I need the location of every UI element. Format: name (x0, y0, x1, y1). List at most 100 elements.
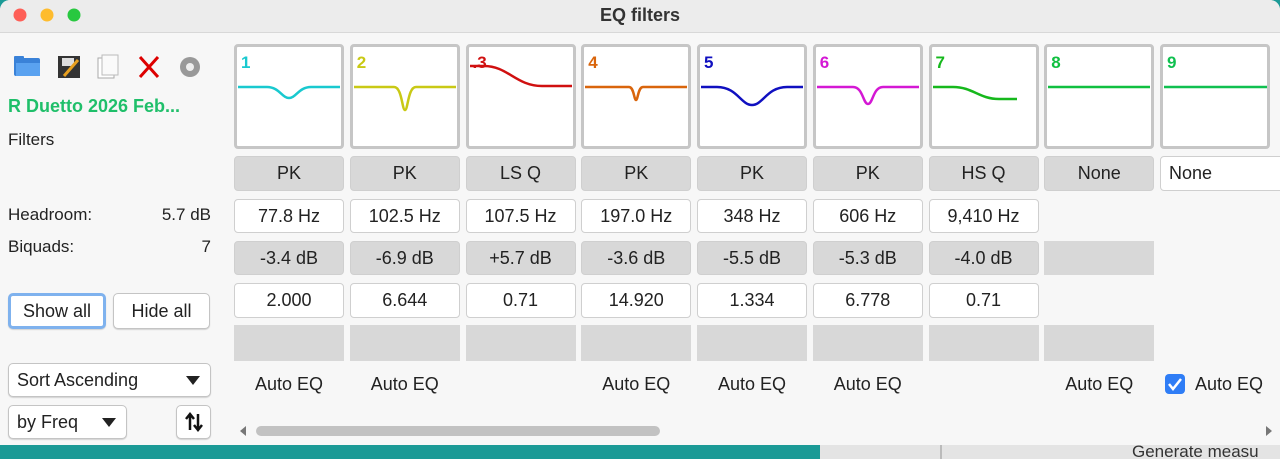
sort-icon (184, 412, 203, 432)
scroll-thumb[interactable] (256, 426, 660, 436)
minimize-button[interactable] (40, 8, 54, 22)
hide-all-button[interactable]: Hide all (113, 293, 210, 329)
filter-graph[interactable] (697, 44, 807, 149)
q-field[interactable]: 2.000 (234, 283, 344, 318)
filter-type[interactable]: PK (581, 156, 692, 191)
title-bar: EQ filters (0, 0, 1280, 33)
filter-graph[interactable] (1160, 44, 1270, 149)
response-curve (353, 85, 456, 112)
response-curve (816, 85, 919, 106)
extra-field (812, 325, 923, 361)
dropdown-arrow (186, 376, 200, 385)
open-icon[interactable] (14, 56, 40, 76)
filter-type[interactable]: PK (812, 156, 923, 191)
scroll-left-arrow[interactable] (240, 426, 246, 436)
filter-number: 6 (819, 53, 830, 72)
curve-line (585, 85, 688, 102)
extra-field (234, 325, 344, 361)
filter-graph[interactable] (465, 44, 576, 149)
auto-eq-label[interactable]: Auto EQ (602, 374, 671, 394)
q-field[interactable]: 6.778 (812, 283, 923, 318)
response-curve (1164, 85, 1267, 89)
horizontal-scrollbar[interactable] (230, 420, 1280, 442)
scroll-right-arrow[interactable] (1266, 426, 1272, 436)
curve-line (469, 64, 572, 88)
filter-number: 5 (704, 53, 714, 72)
q-field[interactable]: 14.920 (581, 283, 692, 318)
filter-type[interactable]: None (1044, 156, 1155, 191)
curve-line (932, 85, 1017, 101)
section-label: Filters (8, 130, 55, 149)
curve-line (816, 85, 919, 106)
filter-type[interactable]: PK (349, 156, 460, 191)
filter-graph[interactable] (234, 44, 344, 149)
filter-graph[interactable] (581, 44, 692, 149)
auto-eq-label[interactable]: Auto EQ (1065, 374, 1134, 394)
filter-number: .3 (472, 53, 487, 72)
frequency-field[interactable]: 348 Hz (697, 199, 807, 233)
frequency-field[interactable]: 107.5 Hz (465, 199, 576, 233)
headroom-value: 5.7 dB (161, 205, 211, 224)
q-field[interactable]: 0.71 (928, 283, 1039, 318)
auto-eq-label[interactable]: Auto EQ (254, 374, 324, 394)
extra-field (697, 325, 807, 361)
filter-graph[interactable] (812, 44, 923, 149)
filter-number: 8 (1051, 53, 1061, 72)
gain-field[interactable]: -3.4 dB (234, 241, 344, 275)
auto-eq-label[interactable]: Auto EQ (1195, 374, 1264, 394)
frequency-field[interactable]: 9,410 Hz (928, 199, 1039, 233)
filter-graph[interactable] (349, 44, 460, 149)
frequency-field[interactable]: 77.8 Hz (234, 199, 344, 233)
filter-number: 4 (588, 53, 598, 72)
copy-icon[interactable] (97, 54, 119, 79)
auto-eq-label[interactable]: Auto EQ (370, 374, 439, 394)
gain-field[interactable]: -5.5 dB (697, 241, 807, 275)
q-field[interactable]: 1.334 (697, 283, 807, 318)
filter-graph[interactable] (928, 44, 1039, 149)
zoom-button[interactable] (67, 8, 81, 22)
divider (940, 445, 942, 459)
gain-field[interactable]: -3.6 dB (581, 241, 692, 275)
sort-by-dropdown[interactable]: by Freq (8, 405, 127, 439)
close-button[interactable] (13, 8, 27, 22)
filter-graph[interactable] (1044, 44, 1155, 149)
gain-field[interactable]: -6.9 dB (349, 241, 460, 275)
delete-icon[interactable] (138, 55, 160, 79)
gain-field[interactable]: +5.7 dB (465, 241, 576, 275)
auto-eq-label[interactable]: Auto EQ (833, 374, 902, 394)
background-app: Generate measu (820, 445, 1280, 459)
extra-field (465, 325, 576, 361)
sort-by-text: by Freq (17, 411, 79, 432)
save-icon[interactable] (58, 56, 80, 78)
q-field[interactable]: 6.644 (349, 283, 460, 318)
frequency-field[interactable]: 197.0 Hz (581, 199, 692, 233)
window: EQ filters R Duetto 2026 Feb... Filters … (0, 0, 1280, 445)
filter-number: 9 (1167, 53, 1177, 72)
extra-field (928, 325, 1039, 361)
frequency-field[interactable]: 102.5 Hz (349, 199, 460, 233)
gain-field[interactable]: -5.3 dB (812, 241, 923, 275)
show-all-button[interactable]: Show all (8, 293, 106, 329)
filter-type[interactable]: LS Q (465, 156, 576, 191)
dropdown-arrow (102, 418, 116, 427)
frequency-field[interactable]: 606 Hz (812, 199, 923, 233)
settings-icon[interactable] (180, 57, 200, 77)
curve-line (353, 85, 456, 112)
extra-field (349, 325, 460, 361)
auto-eq-checkbox[interactable] (1165, 374, 1185, 394)
filter-type[interactable]: HS Q (928, 156, 1039, 191)
filter-type[interactable]: None (1160, 156, 1280, 191)
filter-type[interactable]: PK (697, 156, 807, 191)
response-curve (585, 85, 688, 102)
filter-number: 7 (935, 53, 945, 72)
auto-eq-label[interactable]: Auto EQ (717, 374, 787, 394)
extra-field (581, 325, 692, 361)
filter-type[interactable]: PK (234, 156, 344, 191)
sort-direction-button[interactable] (176, 405, 211, 439)
q-field[interactable]: 0.71 (465, 283, 576, 318)
response-curve (238, 85, 340, 100)
headroom-label: Headroom: (8, 205, 93, 224)
sort-order-dropdown[interactable]: Sort Ascending (8, 363, 211, 397)
gain-field[interactable]: -4.0 dB (928, 241, 1039, 275)
